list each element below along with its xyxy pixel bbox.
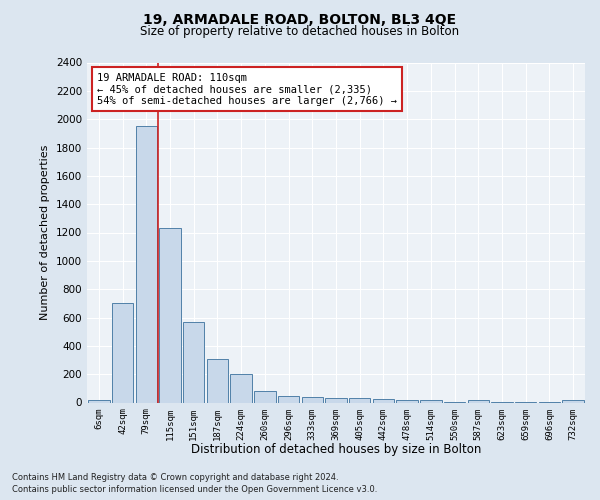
Bar bbox=[112, 304, 133, 402]
Bar bbox=[160, 228, 181, 402]
Bar bbox=[325, 398, 347, 402]
Text: Distribution of detached houses by size in Bolton: Distribution of detached houses by size … bbox=[191, 442, 481, 456]
Bar bbox=[373, 399, 394, 402]
Y-axis label: Number of detached properties: Number of detached properties bbox=[40, 145, 50, 320]
Bar bbox=[230, 374, 252, 402]
Text: Size of property relative to detached houses in Bolton: Size of property relative to detached ho… bbox=[140, 25, 460, 38]
Bar bbox=[562, 400, 584, 402]
Bar bbox=[183, 322, 205, 402]
Bar bbox=[254, 391, 275, 402]
Bar bbox=[467, 400, 489, 402]
Bar bbox=[207, 360, 228, 403]
Bar bbox=[88, 400, 110, 402]
Bar bbox=[349, 398, 370, 402]
Text: 19, ARMADALE ROAD, BOLTON, BL3 4QE: 19, ARMADALE ROAD, BOLTON, BL3 4QE bbox=[143, 12, 457, 26]
Bar bbox=[420, 400, 442, 402]
Text: 19 ARMADALE ROAD: 110sqm
← 45% of detached houses are smaller (2,335)
54% of sem: 19 ARMADALE ROAD: 110sqm ← 45% of detach… bbox=[97, 72, 397, 106]
Bar bbox=[302, 397, 323, 402]
Bar bbox=[136, 126, 157, 402]
Text: Contains public sector information licensed under the Open Government Licence v3: Contains public sector information licen… bbox=[12, 485, 377, 494]
Bar bbox=[278, 396, 299, 402]
Text: Contains HM Land Registry data © Crown copyright and database right 2024.: Contains HM Land Registry data © Crown c… bbox=[12, 472, 338, 482]
Bar bbox=[397, 400, 418, 402]
